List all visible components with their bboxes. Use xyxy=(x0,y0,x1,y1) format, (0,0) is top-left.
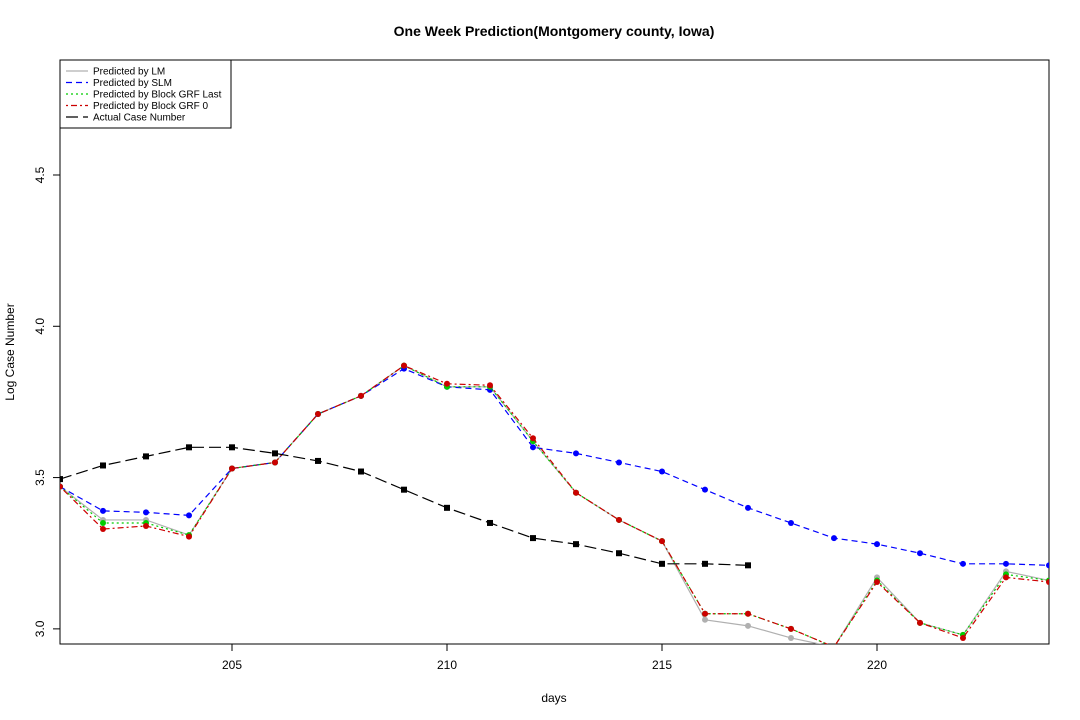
series-layer xyxy=(60,362,1049,650)
data-point xyxy=(487,519,493,526)
data-point xyxy=(401,362,407,369)
x-axis: 205 210 215 220 xyxy=(222,644,887,672)
data-point xyxy=(60,476,63,483)
data-point xyxy=(186,533,192,540)
data-point xyxy=(186,444,192,451)
legend-label: Predicted by LM xyxy=(93,67,165,78)
data-point xyxy=(1003,574,1009,581)
x-axis-label: days xyxy=(541,691,566,705)
data-point xyxy=(530,535,536,542)
data-point xyxy=(530,444,536,451)
data-point xyxy=(272,459,278,466)
data-point xyxy=(60,483,63,490)
y-tick-label: 4.0 xyxy=(33,318,47,335)
legend-box xyxy=(59,59,232,129)
data-point xyxy=(315,411,321,418)
x-tick-label: 220 xyxy=(867,658,887,672)
plot-area-frame xyxy=(59,59,1050,645)
data-point xyxy=(401,486,407,493)
data-point xyxy=(573,489,579,496)
data-point xyxy=(702,616,708,623)
data-point xyxy=(358,468,364,475)
data-point xyxy=(960,634,966,641)
data-point xyxy=(659,468,665,475)
y-tick-label: 4.5 xyxy=(33,166,47,183)
data-point xyxy=(659,538,665,545)
data-point xyxy=(616,550,622,557)
data-point xyxy=(917,619,923,626)
data-point xyxy=(745,622,751,629)
data-point xyxy=(100,526,106,533)
data-point xyxy=(444,380,450,387)
x-tick-label: 215 xyxy=(652,658,672,672)
data-point xyxy=(358,392,364,399)
data-point xyxy=(745,504,751,511)
data-point xyxy=(960,560,966,567)
x-tick-label: 210 xyxy=(437,658,457,672)
series-line xyxy=(60,364,1049,644)
data-point xyxy=(831,644,837,650)
data-point xyxy=(616,516,622,523)
y-axis-label: Log Case Number xyxy=(3,303,17,400)
data-point xyxy=(616,459,622,466)
data-point xyxy=(702,610,708,617)
legend-label: Predicted by SLM xyxy=(93,78,172,89)
data-point xyxy=(143,522,149,529)
data-point xyxy=(100,507,106,514)
data-point xyxy=(100,462,106,469)
data-point xyxy=(745,562,751,569)
series-line xyxy=(60,367,1049,566)
legend-label: Predicted by Block GRF 0 xyxy=(93,101,208,112)
data-point xyxy=(702,560,708,567)
data-point xyxy=(143,453,149,460)
data-point xyxy=(444,504,450,511)
data-point xyxy=(917,550,923,557)
data-point xyxy=(1003,560,1009,567)
data-point xyxy=(831,535,837,542)
data-point xyxy=(487,382,493,389)
data-point xyxy=(702,486,708,493)
data-point xyxy=(530,435,536,442)
y-tick-label: 3.5 xyxy=(33,469,47,486)
y-tick-label: 3.0 xyxy=(33,620,47,637)
series-2 xyxy=(60,362,1049,650)
data-point xyxy=(1046,578,1049,585)
data-point xyxy=(143,509,149,516)
data-point xyxy=(788,519,794,526)
legend-label: Predicted by Block GRF Last xyxy=(93,90,222,101)
series-4 xyxy=(60,444,751,569)
data-point xyxy=(573,450,579,457)
data-point xyxy=(229,465,235,472)
data-point xyxy=(659,560,665,567)
series-3 xyxy=(60,362,1049,650)
data-point xyxy=(573,541,579,548)
data-point xyxy=(831,644,837,650)
series-0 xyxy=(60,362,1049,650)
series-line xyxy=(60,446,749,566)
data-point xyxy=(788,634,794,641)
legend-label: Actual Case Number xyxy=(93,113,186,124)
data-point xyxy=(186,512,192,519)
series-line xyxy=(60,364,1049,644)
data-point xyxy=(874,541,880,548)
data-point xyxy=(874,578,880,585)
data-point xyxy=(745,610,751,617)
data-point xyxy=(100,519,106,526)
data-point xyxy=(788,625,794,632)
data-point xyxy=(1046,562,1049,569)
chart-title: One Week Prediction(Montgomery county, I… xyxy=(394,23,715,39)
data-point xyxy=(831,644,837,650)
data-point xyxy=(229,444,235,451)
y-axis: 3.0 3.5 4.0 4.5 xyxy=(33,166,60,637)
data-point xyxy=(272,450,278,457)
x-tick-label: 205 xyxy=(222,658,242,672)
data-point xyxy=(315,457,321,464)
